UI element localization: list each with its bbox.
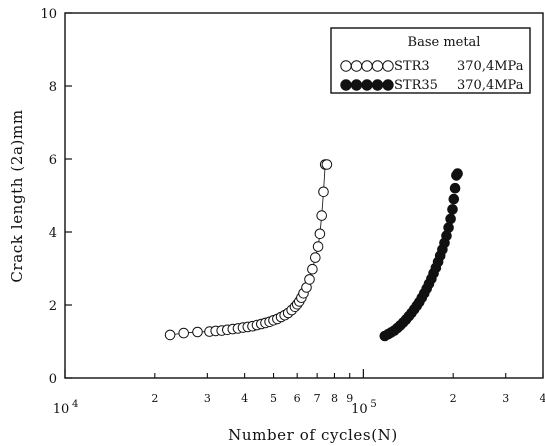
legend-marker — [340, 79, 352, 91]
x-minor-tick-label: 5 — [270, 392, 277, 405]
y-tick-label: 0 — [49, 372, 57, 387]
x-minor-tick-label: 7 — [314, 392, 321, 405]
legend-marker — [371, 79, 384, 91]
x-minor-tick-label: 6 — [294, 392, 301, 405]
data-point — [307, 263, 318, 275]
data-point — [316, 210, 328, 221]
legend-marker — [361, 60, 373, 72]
x-minor-tick-label: 4 — [540, 392, 545, 405]
data-point — [312, 241, 324, 252]
data-point — [452, 168, 463, 179]
x-minor-tick-label: 9 — [346, 392, 353, 405]
y-tick-label: 10 — [40, 7, 57, 22]
legend-markers-str35 — [340, 79, 394, 91]
y-axis-ticks: 0 2 4 6 8 10 — [40, 7, 72, 387]
x-minor-tick-label: 3 — [502, 392, 509, 405]
data-point — [192, 326, 203, 338]
legend-markers-str3 — [340, 60, 394, 72]
legend-marker — [350, 60, 363, 72]
legend-marker — [382, 79, 394, 91]
data-point — [447, 204, 458, 215]
series-layer — [164, 159, 463, 342]
x-minor-tick-label: 2 — [450, 392, 457, 405]
x-minor-tick-label: 3 — [204, 392, 211, 405]
data-point — [304, 274, 315, 285]
y-tick-label: 2 — [49, 299, 57, 314]
y-tick-label: 6 — [49, 153, 57, 168]
x-minor-tick-label: 2 — [151, 392, 158, 405]
y-tick-label: 4 — [49, 226, 57, 241]
data-point — [310, 252, 321, 263]
legend-marker — [350, 79, 363, 91]
data-point — [314, 228, 326, 240]
legend-title: Base metal — [408, 35, 481, 50]
x-major-tick-label: 10 — [351, 402, 368, 417]
data-point — [449, 182, 461, 194]
x-major-tick-exponent: 4 — [72, 399, 78, 410]
data-point — [178, 327, 189, 339]
data-point — [448, 193, 460, 205]
legend-condition-str3: 370,4MPa — [457, 59, 524, 74]
x-major-tick-exponent: 5 — [370, 399, 376, 410]
y-tick-label: 8 — [49, 80, 57, 95]
data-point — [445, 213, 456, 225]
legend: Base metal STR3 370,4MPa STR35 370,4MPa — [330, 27, 531, 94]
x-minor-tick-label: 4 — [241, 392, 248, 405]
legend-label-str3: STR3 — [394, 59, 430, 74]
series-str35 — [379, 168, 463, 342]
data-point — [321, 159, 333, 170]
x-major-tick-label: 10 — [53, 402, 70, 417]
legend-marker — [340, 60, 352, 72]
x-minor-tick-label: 8 — [331, 392, 338, 405]
series-str3 — [164, 159, 333, 341]
series-line — [170, 164, 327, 336]
x-axis-ticks: 10 4 10 52 3 4 5 6 7 8 9 2 3 4 — [53, 369, 545, 417]
data-point — [164, 329, 176, 341]
plot-frame — [64, 12, 544, 379]
legend-marker — [371, 60, 384, 72]
legend-marker — [361, 79, 373, 91]
data-point — [443, 222, 454, 233]
y-axis-label: Crack length (2a)mm — [8, 109, 26, 282]
x-axis-label: Number of cycles(N) — [228, 426, 398, 444]
legend-marker — [382, 60, 394, 72]
legend-condition-str35: 370,4MPa — [457, 78, 524, 93]
legend-label-str35: STR35 — [394, 78, 438, 93]
data-point — [318, 186, 329, 198]
